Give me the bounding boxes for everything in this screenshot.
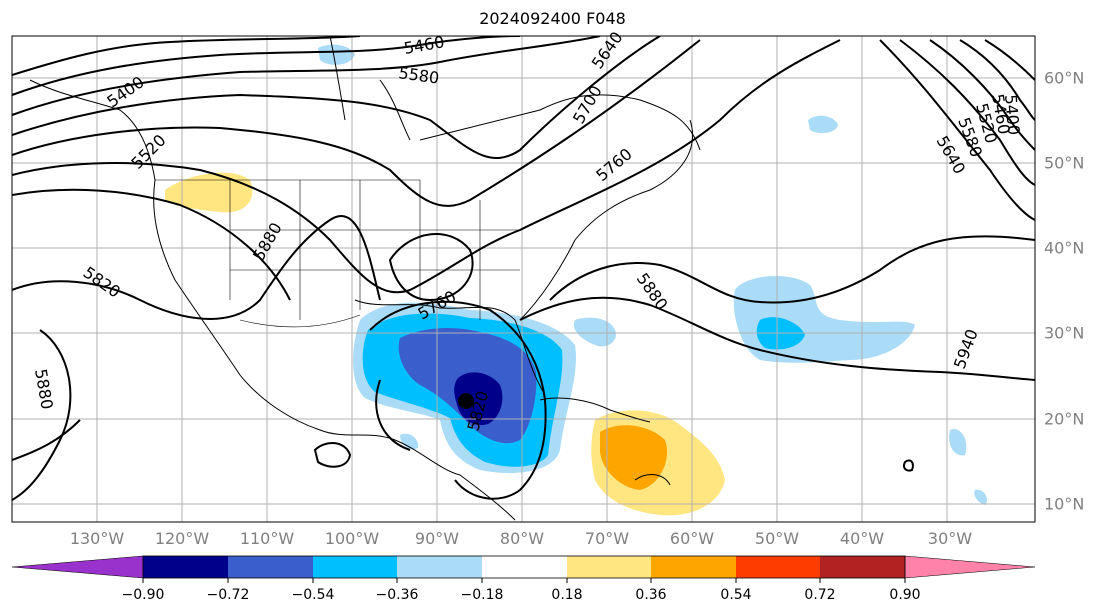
latitude-label: 50°N — [1044, 153, 1085, 173]
plot-title: 2024092400 F048 — [479, 9, 626, 28]
height-contours — [12, 36, 1035, 501]
colorbar-tick-label: −0.72 — [206, 587, 250, 603]
longitude-label: 60°W — [669, 529, 715, 548]
colorbar-swatch — [143, 556, 228, 578]
colorbar-swatch — [567, 556, 651, 578]
colorbar-tick-label: 0.72 — [804, 587, 836, 603]
colorbar-tick-label: 0.36 — [635, 587, 667, 603]
longitude-label: 40°W — [839, 529, 885, 548]
colorbar — [11, 555, 1036, 583]
neg-weak-small6 — [400, 433, 419, 450]
latitude-label: 60°N — [1044, 68, 1085, 88]
colorbar-swatch — [482, 556, 567, 578]
colorbar-tick-label: 0.54 — [720, 587, 752, 603]
latitude-label: 30°N — [1044, 323, 1085, 343]
longitude-label: 90°W — [414, 529, 460, 548]
colorbar-high-extend — [904, 555, 1036, 579]
longitude-label: 120°W — [154, 529, 210, 548]
neg-weak-small5 — [974, 489, 987, 505]
latitude-label: 40°N — [1044, 238, 1085, 258]
colorbar-swatch — [736, 556, 820, 578]
pos-mid-caribbean — [600, 425, 668, 490]
longitude-label: 100°W — [324, 529, 380, 548]
political-borders — [155, 179, 520, 328]
colorbar-tick-label: −0.90 — [121, 587, 165, 603]
colorbar-swatch — [228, 556, 313, 578]
colorbar-tick-label: −0.54 — [291, 587, 335, 603]
latitude-label: 10°N — [1044, 494, 1085, 514]
gridlines — [12, 36, 1035, 522]
neg-weak-small4 — [949, 429, 967, 456]
storm-center-marker — [458, 393, 474, 409]
longitude-label: 110°W — [239, 529, 295, 548]
contour-label: 5400 — [1001, 94, 1023, 136]
colorbar-tick-label: 0.18 — [551, 587, 583, 603]
colorbar-tick-label: −0.36 — [375, 587, 419, 603]
colorbar-tick-label: 0.90 — [889, 587, 921, 603]
map-frame — [11, 35, 1036, 523]
colorbar-swatch — [820, 556, 905, 578]
latitude-label: 20°N — [1044, 409, 1085, 429]
longitude-label: 80°W — [499, 529, 545, 548]
colorbar-swatch — [397, 556, 482, 578]
colorbar-low-extend — [11, 555, 144, 579]
neg-weak-small2 — [808, 115, 838, 134]
longitude-label: 30°W — [927, 529, 973, 548]
colorbar-tick-label: −0.18 — [460, 587, 504, 603]
pos-weak-west — [165, 172, 253, 213]
longitude-label: 130°W — [69, 529, 125, 548]
longitude-label: 70°W — [584, 529, 630, 548]
longitude-label: 50°W — [754, 529, 800, 548]
colorbar-swatch — [651, 556, 736, 578]
colorbar-swatch — [313, 556, 397, 578]
neg-weak-small1 — [573, 317, 616, 347]
neg-weak-small3 — [318, 44, 355, 65]
neg-core-gulf — [454, 372, 503, 426]
